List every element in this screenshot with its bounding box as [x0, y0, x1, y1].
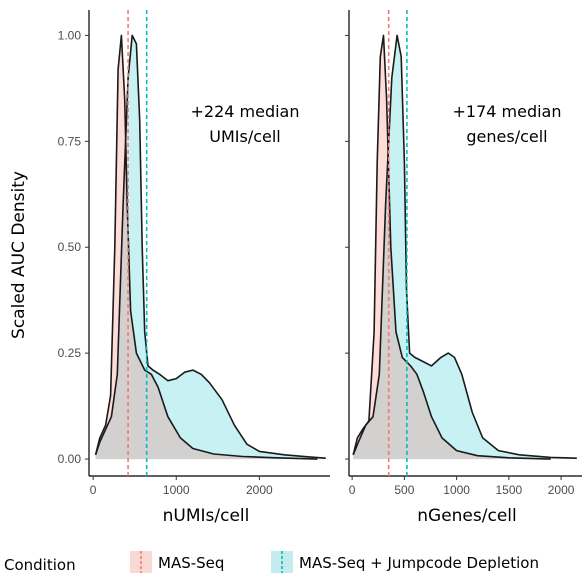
y-tick-label: 1.00 [58, 28, 82, 42]
legend-label-mas-seq: MAS-Seq [158, 554, 224, 572]
legend-label-jumpcode: MAS-Seq + Jumpcode Depletion [299, 554, 539, 572]
panel-umis: 0.00 0.25 0.50 0.75 1.00 0 1000 2000 [58, 10, 330, 497]
y-tick-label: 0.50 [58, 240, 82, 254]
density-line-mas-seq [94, 34, 318, 460]
annotation-genes-line1: +174 median [452, 102, 561, 121]
x-tick-label: 500 [394, 483, 414, 497]
y-tick-label: 0.00 [58, 452, 82, 466]
x-tick-label: 1000 [443, 483, 470, 497]
x-tick-label: 1000 [163, 483, 190, 497]
legend: Condition MAS-Seq MAS-Seq + Jumpcode Dep… [4, 551, 539, 574]
annotation-umis-line2: UMIs/cell [209, 127, 281, 146]
density-line-jumpcode [352, 34, 577, 459]
x-tick-label: 2000 [246, 483, 273, 497]
x-axis-title-genes: nGenes/cell [417, 506, 516, 526]
legend-title: Condition [4, 556, 76, 574]
x-tick-label: 0 [90, 483, 97, 497]
x-axis-title-umis: nUMIs/cell [163, 506, 250, 526]
density-fill-mas-seq [95, 35, 318, 460]
y-axis-title: Scaled AUC Density [9, 171, 29, 339]
y-tick-label: 0.75 [58, 134, 82, 148]
x-tick-label: 0 [349, 483, 356, 497]
x-tick-label: 1500 [496, 483, 523, 497]
annotation-umis-line1: +224 median [190, 102, 299, 121]
annotation-genes-line2: genes/cell [466, 127, 547, 146]
y-tick-label: 0.25 [58, 346, 82, 360]
density-line-mas-seq [352, 34, 551, 460]
panel-genes: 0 500 1000 1500 2000 [345, 10, 582, 497]
density-line-jumpcode [94, 34, 326, 459]
x-tick-label: 2000 [548, 483, 575, 497]
